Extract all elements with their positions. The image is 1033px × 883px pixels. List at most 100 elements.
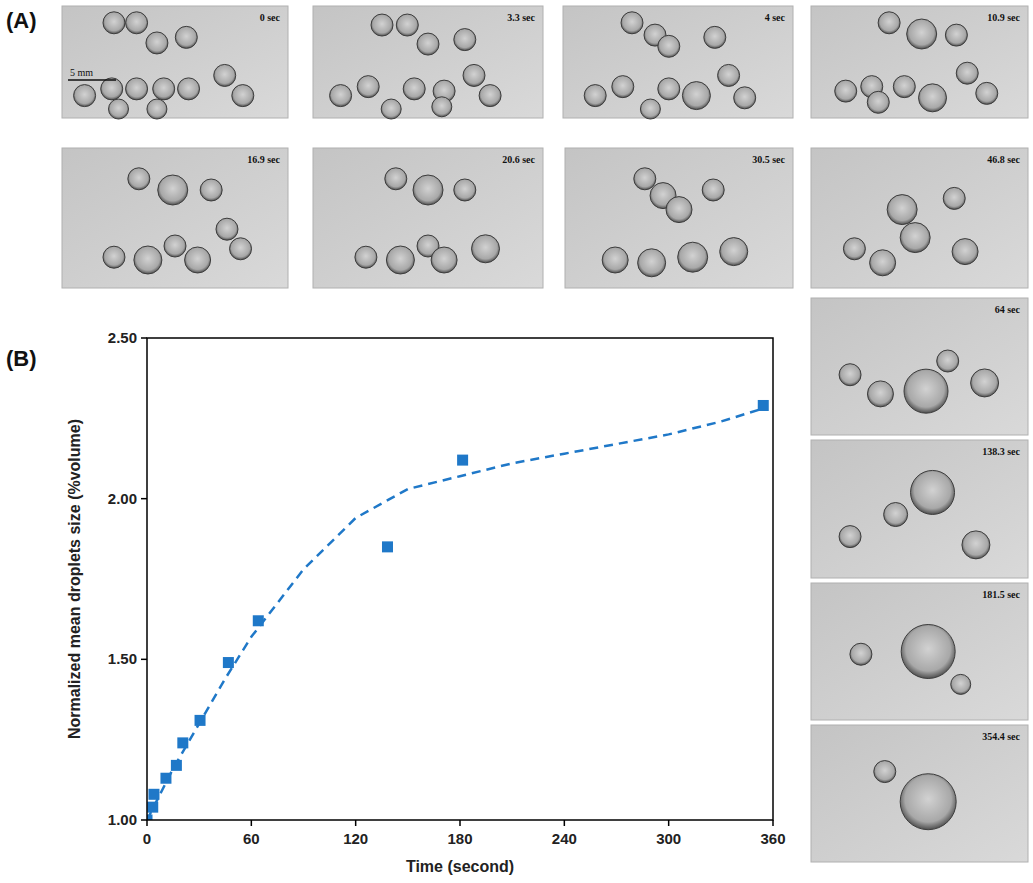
axes: 1.001.502.002.50060120180240300360Time (…	[66, 329, 786, 875]
droplet	[109, 99, 129, 119]
frame-time: 4 sec	[765, 12, 786, 23]
droplet	[103, 246, 125, 268]
droplet	[878, 12, 900, 34]
droplet	[386, 246, 414, 274]
data-point	[382, 541, 393, 552]
droplet	[704, 26, 726, 48]
droplet	[403, 78, 425, 100]
droplet	[146, 32, 168, 54]
x-tick-label: 360	[760, 830, 785, 847]
droplet	[431, 247, 457, 273]
droplet	[870, 250, 896, 276]
droplet	[666, 197, 692, 223]
x-tick	[564, 820, 566, 826]
frame-background	[811, 298, 1028, 435]
scale-bar-label: 5 mm	[70, 67, 93, 78]
x-tick	[668, 820, 670, 826]
frame-background	[565, 148, 793, 288]
plot-frame	[147, 338, 773, 820]
droplet	[874, 761, 896, 783]
droplet	[216, 218, 238, 240]
y-axis-title: Normalized mean droplets size (%volume)	[66, 419, 83, 739]
droplet	[147, 99, 167, 119]
x-axis-title: Time (second)	[406, 858, 514, 875]
droplet	[371, 14, 393, 36]
droplet	[178, 78, 200, 100]
droplet	[850, 643, 872, 665]
plot-area	[147, 400, 769, 820]
droplet	[638, 249, 666, 277]
frame-background	[563, 6, 793, 118]
x-tick	[146, 820, 148, 826]
droplet-frame: 138.3 sec	[811, 440, 1028, 578]
droplet-frame: 20.6 sec	[313, 148, 543, 288]
droplet	[887, 195, 917, 225]
droplet	[976, 82, 998, 104]
frame-time: 3.3 sec	[507, 12, 535, 23]
droplet-frame: 354.4 sec	[811, 725, 1028, 862]
panel-label: (A)	[6, 8, 37, 33]
droplet	[952, 239, 978, 265]
droplet	[357, 76, 379, 98]
frame-background	[313, 6, 543, 118]
data-point	[148, 789, 159, 800]
droplet	[158, 175, 188, 205]
droplet-frame: 30.5 sec	[565, 148, 793, 288]
droplet	[454, 179, 476, 201]
droplet	[943, 187, 965, 209]
frame-time: 354.4 sec	[982, 731, 1020, 742]
frame-background	[62, 148, 288, 288]
droplet	[463, 64, 485, 86]
y-tick	[141, 659, 147, 661]
droplet	[454, 29, 476, 51]
droplet	[919, 84, 947, 112]
droplet	[185, 247, 211, 273]
frame-background	[62, 6, 288, 118]
droplet	[103, 12, 125, 34]
y-tick	[141, 337, 147, 339]
y-tick-label: 1.50	[108, 650, 137, 667]
x-tick-label: 0	[143, 830, 151, 847]
droplet	[900, 774, 956, 830]
frame-time: 20.6 sec	[502, 154, 535, 165]
frame-background	[811, 440, 1028, 578]
x-tick	[459, 820, 461, 826]
frame-time: 46.8 sec	[987, 154, 1020, 165]
droplet	[74, 85, 96, 107]
droplet	[911, 470, 955, 514]
data-point	[223, 657, 234, 668]
droplet	[200, 179, 222, 201]
droplet	[702, 179, 724, 201]
frame-background	[313, 148, 543, 288]
droplet-frame: 4 sec	[563, 6, 793, 119]
y-tick-label: 2.00	[108, 490, 137, 507]
droplet	[937, 350, 959, 372]
droplet	[678, 242, 708, 272]
droplet	[396, 14, 418, 36]
frame-time: 30.5 sec	[752, 154, 785, 165]
droplet	[214, 64, 236, 86]
droplet	[621, 12, 643, 34]
droplet	[945, 24, 967, 46]
droplet	[956, 62, 978, 84]
frame-background	[811, 583, 1028, 720]
droplet	[951, 674, 971, 694]
droplet	[355, 246, 377, 268]
frame-time: 181.5 sec	[982, 589, 1020, 600]
droplet-frame: 16.9 sec	[62, 148, 288, 288]
droplet	[385, 168, 407, 190]
droplet	[417, 33, 439, 55]
droplet-frame: 181.5 sec	[811, 583, 1028, 720]
scale-bar	[68, 79, 116, 81]
droplet	[901, 625, 955, 679]
droplet-frame: 0 sec5 mm	[62, 6, 288, 119]
frame-background	[811, 6, 1028, 118]
x-tick-label: 120	[343, 830, 368, 847]
x-tick-label: 60	[243, 830, 260, 847]
droplet	[904, 369, 948, 413]
droplet	[658, 78, 680, 100]
x-tick	[355, 820, 357, 826]
panel-label: (B)	[6, 346, 37, 371]
droplet	[720, 238, 748, 266]
droplet	[330, 85, 352, 107]
